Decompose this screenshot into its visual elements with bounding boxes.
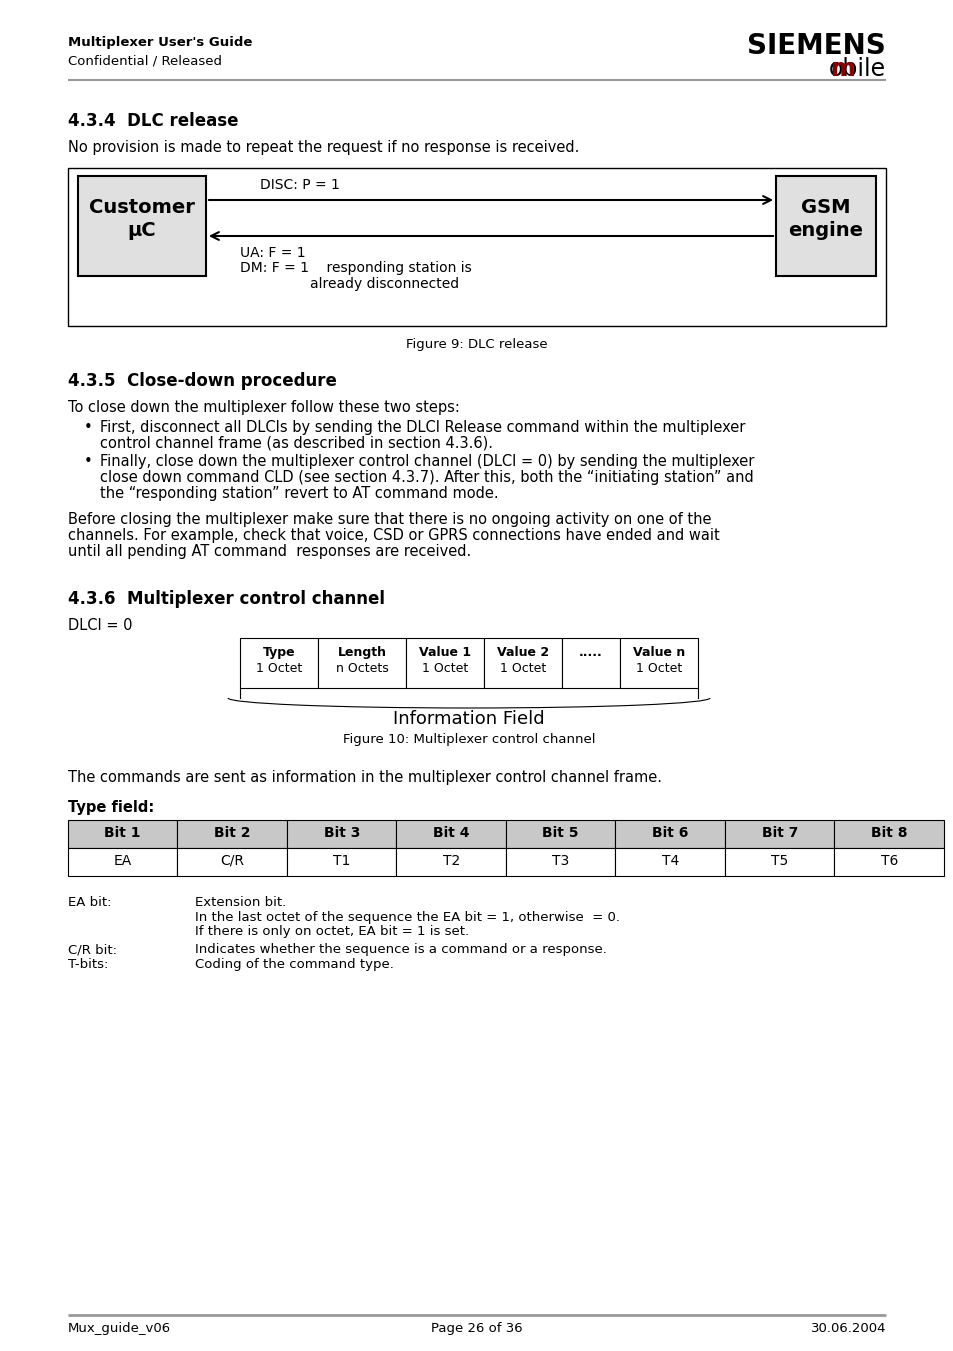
Text: Information Field: Information Field xyxy=(393,711,544,728)
Text: Value 1: Value 1 xyxy=(418,646,471,659)
Text: DISC: P = 1: DISC: P = 1 xyxy=(260,178,339,192)
Text: T3: T3 xyxy=(552,854,569,867)
Text: UA: F = 1: UA: F = 1 xyxy=(240,246,305,259)
Bar xyxy=(724,848,834,875)
Text: No provision is made to repeat the request if no response is received.: No provision is made to repeat the reque… xyxy=(68,141,578,155)
Bar xyxy=(68,820,177,848)
Text: C/R: C/R xyxy=(220,854,244,867)
Text: Type field:: Type field: xyxy=(68,800,154,815)
Text: 1 Octet: 1 Octet xyxy=(499,662,545,676)
Text: channels. For example, check that voice, CSD or GPRS connections have ended and : channels. For example, check that voice,… xyxy=(68,528,719,543)
Bar xyxy=(396,848,505,875)
Text: Confidential / Released: Confidential / Released xyxy=(68,54,222,68)
Text: Bit 8: Bit 8 xyxy=(870,825,906,840)
Text: •: • xyxy=(84,454,92,469)
Bar xyxy=(834,848,943,875)
Bar xyxy=(775,176,875,276)
Text: Type: Type xyxy=(262,646,295,659)
Bar xyxy=(78,176,206,276)
Text: .....: ..... xyxy=(578,646,602,659)
Text: Bit 2: Bit 2 xyxy=(213,825,251,840)
Bar xyxy=(240,638,317,688)
Bar xyxy=(177,820,287,848)
Text: μC: μC xyxy=(128,222,156,240)
Bar xyxy=(396,820,505,848)
Bar xyxy=(615,820,724,848)
Bar xyxy=(287,820,396,848)
Text: until all pending AT command  responses are received.: until all pending AT command responses a… xyxy=(68,544,471,559)
Text: EA: EA xyxy=(113,854,132,867)
Text: 4.3.6  Multiplexer control channel: 4.3.6 Multiplexer control channel xyxy=(68,590,385,608)
Text: Coding of the command type.: Coding of the command type. xyxy=(194,958,394,971)
Text: T4: T4 xyxy=(661,854,679,867)
Text: Bit 4: Bit 4 xyxy=(433,825,469,840)
Text: 1 Octet: 1 Octet xyxy=(255,662,302,676)
Text: Bit 3: Bit 3 xyxy=(323,825,359,840)
Text: First, disconnect all DLCIs by sending the DLCI Release command within the multi: First, disconnect all DLCIs by sending t… xyxy=(100,420,744,435)
Text: DM: F = 1    responding station is: DM: F = 1 responding station is xyxy=(240,261,471,276)
Text: Bit 5: Bit 5 xyxy=(542,825,578,840)
Text: T2: T2 xyxy=(442,854,459,867)
Bar xyxy=(483,638,561,688)
Text: C/R bit:: C/R bit: xyxy=(68,943,117,957)
Bar xyxy=(505,848,615,875)
Text: Bit 6: Bit 6 xyxy=(652,825,688,840)
Text: If there is only on octet, EA bit = 1 is set.: If there is only on octet, EA bit = 1 is… xyxy=(194,925,469,938)
Text: In the last octet of the sequence the EA bit = 1, otherwise  = 0.: In the last octet of the sequence the EA… xyxy=(194,911,619,924)
Bar xyxy=(317,638,406,688)
Text: close down command CLD (see section 4.3.7). After this, both the “initiating sta: close down command CLD (see section 4.3.… xyxy=(100,470,753,485)
Text: EA bit:: EA bit: xyxy=(68,896,112,909)
Text: SIEMENS: SIEMENS xyxy=(746,32,885,59)
Text: Length: Length xyxy=(337,646,386,659)
Bar xyxy=(287,848,396,875)
Text: T6: T6 xyxy=(880,854,897,867)
Text: GSM: GSM xyxy=(801,199,850,218)
Text: T1: T1 xyxy=(333,854,350,867)
Text: engine: engine xyxy=(788,222,862,240)
Text: n Octets: n Octets xyxy=(335,662,388,676)
Bar xyxy=(561,638,619,688)
Text: Value n: Value n xyxy=(632,646,684,659)
Text: T-bits:: T-bits: xyxy=(68,958,109,971)
Text: 4.3.4  DLC release: 4.3.4 DLC release xyxy=(68,112,238,130)
Text: Before closing the multiplexer make sure that there is no ongoing activity on on: Before closing the multiplexer make sure… xyxy=(68,512,711,527)
Text: Customer: Customer xyxy=(89,199,194,218)
Text: the “responding station” revert to AT command mode.: the “responding station” revert to AT co… xyxy=(100,486,498,501)
Text: Mux_guide_v06: Mux_guide_v06 xyxy=(68,1323,171,1335)
Text: Multiplexer User's Guide: Multiplexer User's Guide xyxy=(68,36,253,49)
Bar xyxy=(724,820,834,848)
Bar xyxy=(177,848,287,875)
Text: T5: T5 xyxy=(770,854,787,867)
Bar xyxy=(505,820,615,848)
Bar xyxy=(68,168,885,326)
Text: Extension bit.: Extension bit. xyxy=(194,896,286,909)
Text: obile: obile xyxy=(828,57,885,81)
Text: Indicates whether the sequence is a command or a response.: Indicates whether the sequence is a comm… xyxy=(194,943,606,957)
Text: Value 2: Value 2 xyxy=(497,646,549,659)
Bar xyxy=(406,638,483,688)
Text: m: m xyxy=(830,57,855,81)
Text: 1 Octet: 1 Octet xyxy=(421,662,468,676)
Text: Figure 9: DLC release: Figure 9: DLC release xyxy=(406,338,547,351)
Bar xyxy=(619,638,698,688)
Bar xyxy=(615,848,724,875)
Text: Page 26 of 36: Page 26 of 36 xyxy=(431,1323,522,1335)
Text: Finally, close down the multiplexer control channel (DLCI = 0) by sending the mu: Finally, close down the multiplexer cont… xyxy=(100,454,754,469)
Text: Bit 7: Bit 7 xyxy=(760,825,797,840)
Text: 1 Octet: 1 Octet xyxy=(636,662,681,676)
Bar xyxy=(68,848,177,875)
Text: The commands are sent as information in the multiplexer control channel frame.: The commands are sent as information in … xyxy=(68,770,661,785)
Text: 4.3.5  Close-down procedure: 4.3.5 Close-down procedure xyxy=(68,372,336,390)
Bar xyxy=(834,820,943,848)
Text: control channel frame (as described in section 4.3.6).: control channel frame (as described in s… xyxy=(100,436,493,451)
Text: Figure 10: Multiplexer control channel: Figure 10: Multiplexer control channel xyxy=(342,734,595,746)
Text: already disconnected: already disconnected xyxy=(240,277,458,290)
Text: To close down the multiplexer follow these two steps:: To close down the multiplexer follow the… xyxy=(68,400,459,415)
Text: DLCI = 0: DLCI = 0 xyxy=(68,617,132,634)
Text: 30.06.2004: 30.06.2004 xyxy=(810,1323,885,1335)
Text: Bit 1: Bit 1 xyxy=(105,825,141,840)
Text: •: • xyxy=(84,420,92,435)
